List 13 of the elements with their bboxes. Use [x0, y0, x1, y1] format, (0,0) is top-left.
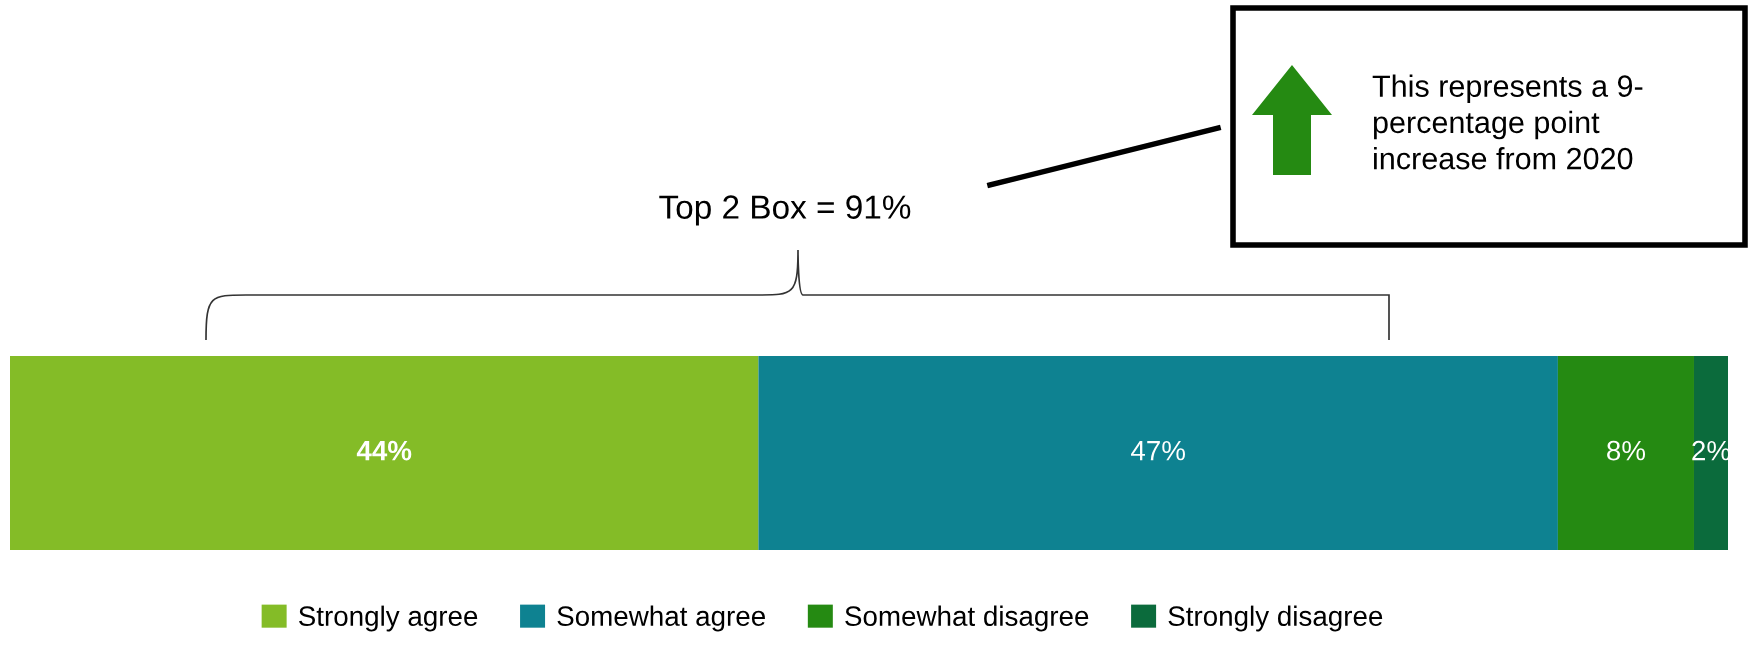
legend-label: Strongly agree — [299, 605, 478, 632]
data-label: 47% — [1131, 440, 1185, 461]
text: This represents a 9- percentage point increase from 2020 — [1372, 74, 1643, 170]
data-label: 8% — [1607, 440, 1646, 461]
legend-label: Strongly disagree — [1168, 605, 1383, 632]
text: Top 2 Box = 91% — [659, 195, 911, 226]
bar — [10, 356, 759, 550]
legend-label: Somewhat agree — [557, 605, 765, 632]
bar — [1557, 356, 1694, 550]
data-label: 44% — [356, 440, 412, 461]
legend-label: Somewhat disagree — [845, 605, 1089, 632]
bar — [758, 356, 1558, 550]
bar — [1693, 356, 1728, 550]
